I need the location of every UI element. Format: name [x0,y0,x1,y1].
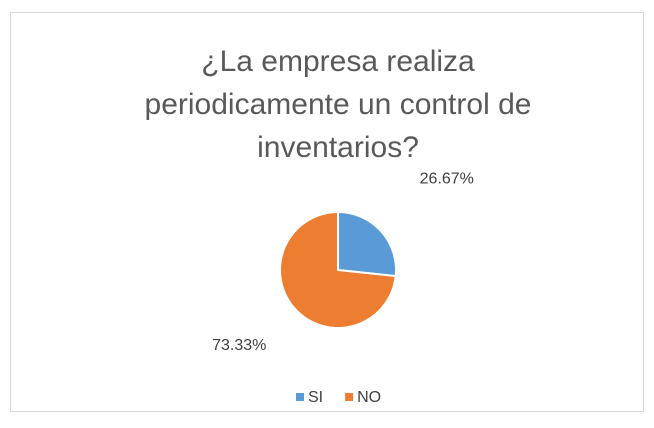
data-label: 73.33% [212,337,266,354]
data-label: 26.67% [420,170,474,187]
chart-frame [10,12,644,412]
pie-slice [279,210,397,329]
chart-title: ¿La empresa realiza periodicamente un co… [144,45,532,164]
pie-slice [337,210,397,278]
legend-swatch [345,393,354,401]
legend-label: NO [357,389,381,406]
legend-label: SI [308,389,323,406]
legend-swatch [296,393,304,401]
